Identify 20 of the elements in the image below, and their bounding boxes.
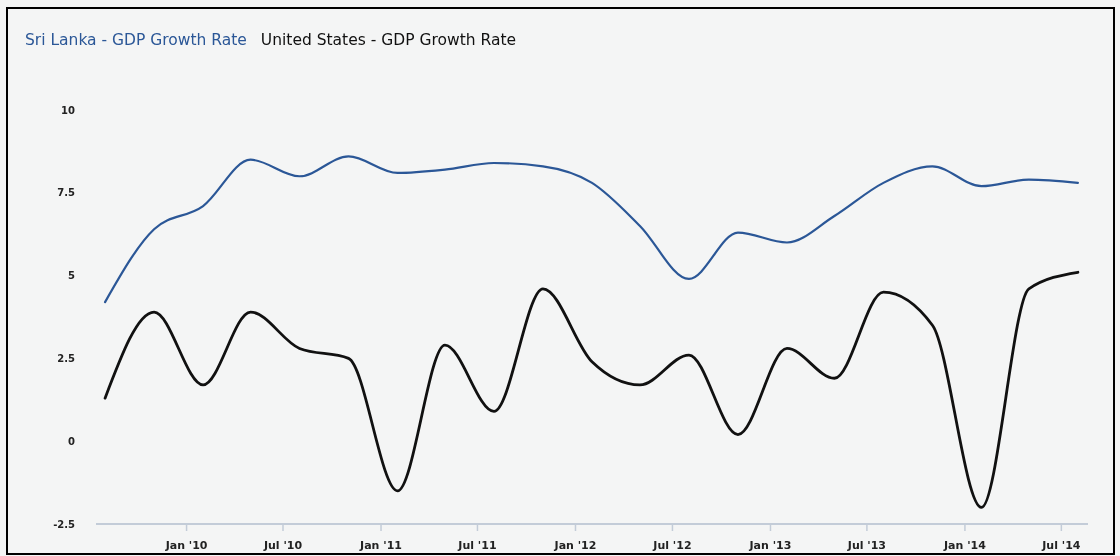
x-tick-label: Jan '12 — [553, 539, 597, 552]
x-tick-label: Jan '10 — [164, 539, 208, 552]
line-series — [103, 155, 1079, 304]
x-tick-label: Jul '12 — [652, 539, 692, 552]
text: Sri Lanka - GDP Growth Rate — [25, 31, 247, 49]
x-tick-label: Jan '13 — [748, 539, 792, 552]
y-tick-label: 7.5 — [57, 187, 76, 199]
line-series — [103, 270, 1080, 509]
x-tick-label: Jan '11 — [359, 539, 402, 552]
y-tick-label: 10 — [61, 104, 76, 116]
x-tick-label: Jul '10 — [262, 539, 303, 552]
x-tick-label: Jul '13 — [846, 539, 887, 552]
y-tick-label: 0 — [68, 435, 76, 447]
y-tick-label: 5 — [68, 270, 76, 282]
x-tick-label: Jan '14 — [943, 539, 987, 552]
text: United States - GDP Growth Rate — [260, 31, 517, 49]
x-tick-label: Jul '14 — [1041, 539, 1081, 552]
x-tick-label: Jul '11 — [457, 539, 497, 552]
y-tick-label: -2.5 — [53, 518, 76, 530]
y-tick-label: 2.5 — [57, 352, 76, 364]
